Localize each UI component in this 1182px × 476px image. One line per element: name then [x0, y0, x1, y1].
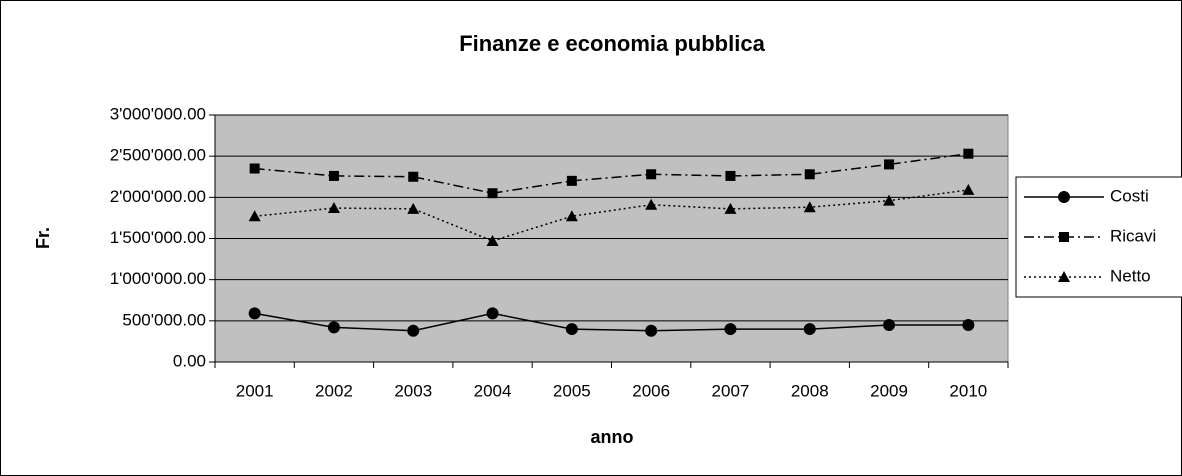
point [883, 194, 896, 206]
point [249, 163, 260, 174]
point [883, 318, 896, 331]
legend-label: Costi [1110, 186, 1149, 205]
legend-marker [1058, 191, 1070, 203]
point [565, 210, 578, 222]
point [645, 198, 658, 210]
point [962, 318, 975, 331]
chart-title: Finanze e economia pubblica [459, 31, 765, 56]
y-axis-title: Fr. [33, 227, 53, 249]
point [724, 323, 737, 336]
legend-label: Netto [1110, 266, 1151, 285]
x-tick-label: 2001 [236, 381, 274, 400]
x-tick-label: 2007 [712, 381, 750, 400]
y-tick-label: 1'000'000.00 [110, 269, 206, 288]
y-tick-label: 2'000'000.00 [110, 187, 206, 206]
point [963, 148, 974, 159]
point [566, 175, 577, 186]
point [248, 210, 261, 222]
point [804, 169, 815, 180]
point [486, 234, 499, 246]
legend-marker [1058, 271, 1070, 282]
x-tick-label: 2004 [474, 381, 512, 400]
point [803, 323, 816, 336]
point [884, 159, 895, 170]
x-tick-label: 2005 [553, 381, 591, 400]
point [487, 188, 498, 199]
x-tick-label: 2006 [632, 381, 670, 400]
series-line [254, 189, 969, 242]
point [962, 183, 975, 195]
point [803, 201, 816, 213]
point [248, 307, 261, 320]
point [327, 202, 340, 214]
x-tick-label: 2010 [949, 381, 987, 400]
point [407, 202, 420, 214]
x-tick-label: 2002 [315, 381, 353, 400]
point [327, 321, 340, 334]
y-tick-label: 1'500'000.00 [110, 228, 206, 247]
point [408, 171, 419, 182]
legend-marker [1059, 232, 1069, 242]
point [645, 324, 658, 337]
y-tick-label: 500'000.00 [122, 310, 206, 329]
point [725, 170, 736, 181]
y-tick-label: 3'000'000.00 [110, 104, 206, 123]
series-line [254, 312, 969, 332]
point [565, 323, 578, 336]
x-tick-label: 2009 [870, 381, 908, 400]
point [646, 169, 657, 180]
point [724, 202, 737, 214]
x-axis-title: anno [591, 427, 634, 447]
point [328, 170, 339, 181]
y-tick-label: 2'500'000.00 [110, 146, 206, 165]
x-tick-label: 2008 [791, 381, 829, 400]
x-tick-label: 2003 [394, 381, 432, 400]
y-tick-label: 0.00 [173, 351, 206, 370]
point [486, 307, 499, 320]
legend-label: Ricavi [1110, 226, 1156, 245]
point [407, 324, 420, 337]
